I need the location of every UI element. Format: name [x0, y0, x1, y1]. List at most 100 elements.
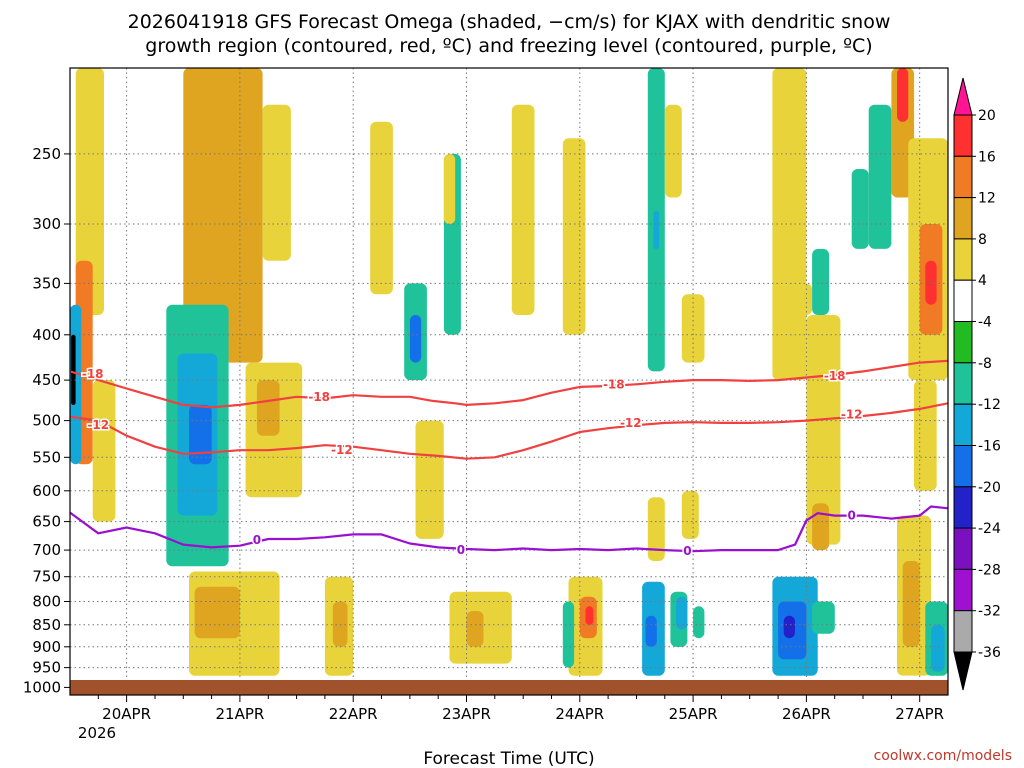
omega-region-58 [925, 260, 937, 305]
omega-region-51 [812, 601, 835, 634]
omega-region-45 [812, 248, 830, 315]
colorbar-label-13: -36 [978, 645, 1001, 661]
colorbar: 20 16 12 8 4 -4 -8 -12 -16 -20 -24 -28 -32 -36 [953, 77, 1001, 691]
contour-label-1: -18 [308, 390, 330, 404]
y-tick-label-1: 300 [32, 215, 61, 233]
contour-label-7: -12 [841, 407, 863, 421]
contour-line-2 [70, 505, 948, 553]
colorbar-label-8: -16 [978, 439, 1001, 455]
omega-region-35 [681, 294, 705, 363]
omega-region-55 [897, 68, 909, 122]
colorbar-swatch-5 [953, 321, 973, 364]
omega-region-11 [189, 404, 212, 465]
colorbar-label-9: -20 [978, 480, 1001, 496]
y-tick-label-10: 750 [32, 568, 61, 586]
credit-label: coolwx.com/models [874, 748, 1012, 764]
colorbar-swatch-1 [953, 155, 973, 199]
x-tick-label-7: 27APR [895, 705, 944, 723]
contour-label-4: -12 [87, 418, 109, 432]
omega-region-17 [332, 601, 348, 647]
contour-label-8: 0 [253, 533, 261, 547]
x-tick-label-3: 23APR [442, 705, 491, 723]
colorbar-swatch-11 [953, 568, 973, 612]
omega-region-34 [664, 104, 682, 198]
y-tick-label-13: 900 [32, 638, 61, 656]
chart-title-line-1: 2026041918 GFS Forecast Omega (shaded, −… [128, 11, 891, 33]
omega-region-44 [795, 283, 813, 315]
y-tick-label-11: 800 [32, 593, 61, 611]
colorbar-label-10: -24 [978, 521, 1001, 537]
omega-region-27 [562, 138, 586, 335]
contour-line-1 [70, 402, 948, 460]
colorbar-swatch-6 [953, 362, 973, 405]
colorbar-label-7: -12 [978, 397, 1001, 413]
omega-region-23 [415, 420, 444, 539]
omega-region-63 [931, 624, 945, 672]
colorbar-swatch-4 [953, 279, 973, 323]
plot-area: -18 -18 -18 -18 -12 -12 -12 -12 0 0 0 0 [70, 68, 948, 695]
omega-region-26 [511, 104, 535, 315]
omega-region-50 [783, 615, 795, 639]
omega-region-37 [645, 615, 657, 647]
omega-region-42 [681, 490, 699, 539]
omega-region-22 [443, 153, 456, 225]
omega-region-46 [806, 315, 841, 545]
y-tick-label-15: 1000 [23, 678, 61, 696]
omega-region-40 [693, 606, 705, 639]
colorbar-label-5: -4 [978, 315, 992, 331]
plot-frame [69, 67, 949, 696]
colorbar-swatch-9 [953, 486, 973, 529]
omega-region-53 [868, 104, 892, 249]
omega-region-47 [812, 503, 830, 551]
x-tick-label-2: 22APR [329, 705, 378, 723]
colorbar-label-2: 12 [978, 191, 996, 207]
omega-region-4 [75, 68, 104, 315]
contour-line-0 [70, 359, 948, 409]
contour-label-10: 0 [683, 544, 691, 558]
colorbar-label-1: 16 [978, 149, 996, 165]
x-tick-label-0: 20APR [102, 705, 151, 723]
colorbar-label-0: 20 [978, 108, 996, 124]
x-axis: 20APR 21APR 22APR 23APR 24APR 25APR 26APR 27APR [97, 695, 944, 723]
temperature-contours: -18 -18 -18 -18 -12 -12 -12 -12 0 0 0 0 [70, 359, 948, 560]
omega-region-7 [71, 334, 76, 405]
y-tick-label-9: 700 [32, 541, 61, 559]
y-tick-label-2: 350 [32, 274, 61, 292]
y-tick-label-7: 600 [32, 482, 61, 500]
omega-region-18 [370, 121, 393, 295]
omega-region-41 [647, 497, 665, 561]
y-tick-label-3: 400 [32, 326, 61, 344]
colorbar-swatch-3 [953, 238, 973, 281]
contour-label-0: -18 [82, 367, 104, 381]
colorbar-swatch-0 [953, 114, 973, 157]
x-axis-title: Forecast Time (UTC) [423, 749, 594, 768]
contour-label-9: 0 [457, 543, 465, 557]
ground-surface [70, 680, 948, 695]
omega-region-30 [585, 606, 594, 625]
omega-shading [70, 68, 948, 676]
colorbar-bottom-arrow [953, 651, 973, 691]
omega-region-3 [262, 104, 291, 261]
colorbar-label-3: 8 [978, 232, 987, 248]
colorbar-label-12: -32 [978, 604, 1001, 620]
omega-region-8 [92, 380, 116, 522]
x-tick-label-6: 26APR [782, 705, 831, 723]
colorbar-label-11: -28 [978, 562, 1001, 578]
x-axis-year-label: 2026 [78, 724, 116, 742]
omega-region-13 [256, 380, 280, 436]
x-tick-label-1: 21APR [215, 705, 264, 723]
omega-region-25 [466, 611, 484, 647]
y-tick-label-14: 950 [32, 659, 61, 677]
contour-label-11: 0 [848, 509, 856, 523]
colorbar-label-6: -8 [978, 356, 992, 372]
omega-region-15 [194, 586, 240, 639]
omega-region-2 [183, 68, 263, 363]
colorbar-swatch-2 [953, 197, 973, 240]
grid-lines [70, 68, 948, 695]
y-tick-label-4: 450 [32, 371, 61, 389]
omega-region-33 [653, 211, 660, 249]
colorbar-swatch-12 [953, 610, 973, 653]
colorbar-swatch-8 [953, 445, 973, 488]
y-tick-label-5: 500 [32, 412, 61, 430]
